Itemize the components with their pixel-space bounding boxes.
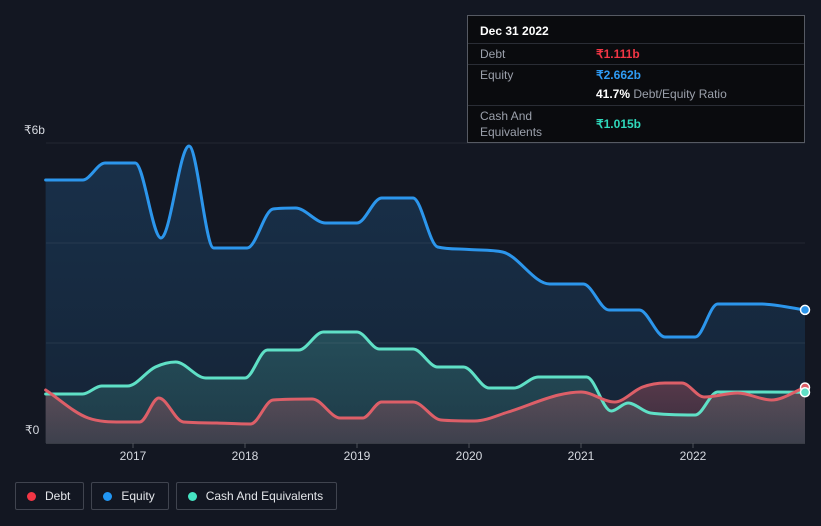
tooltip-cash-label: Cash And Equivalents xyxy=(480,109,543,139)
equity-endpoint-marker[interactable] xyxy=(799,304,811,316)
legend-item-debt[interactable]: Debt xyxy=(15,482,85,510)
y-axis-label-bottom: ₹0 xyxy=(25,423,40,437)
x-axis-label-2017: 2017 xyxy=(119,449,147,463)
tooltip-equity-label: Equity xyxy=(480,68,514,82)
tooltip-date: Dec 31 2022 xyxy=(468,16,804,44)
legend-item-equity[interactable]: Equity xyxy=(91,482,169,510)
cash-dot-icon xyxy=(187,491,197,501)
tooltip-debt-label: Debt xyxy=(480,47,506,61)
tooltip-ratio-value: 41.7% xyxy=(596,87,631,101)
equity-dot-icon xyxy=(103,491,113,501)
tooltip-row-ratio: 41.7% Debt/Equity Ratio xyxy=(468,85,804,106)
x-axis-label-2018: 2018 xyxy=(231,449,259,463)
debt-line xyxy=(44,381,807,426)
tooltip-cash-value: ₹1.015b xyxy=(596,117,641,131)
equity-line xyxy=(44,144,807,339)
chart-tooltip: Dec 31 2022 Debt ₹1.111b Equity ₹2.662b … xyxy=(467,15,805,143)
x-axis-label-2021: 2021 xyxy=(567,449,595,463)
chart-legend: Debt Equity Cash And Equivalents xyxy=(15,482,338,510)
tooltip-ratio-label: Debt/Equity Ratio xyxy=(633,87,727,101)
legend-cash-label: Cash And Equivalents xyxy=(205,489,324,503)
tooltip-row-debt: Debt ₹1.111b xyxy=(468,44,804,65)
equity-area xyxy=(45,146,805,443)
debt-area xyxy=(45,383,805,443)
x-axis-label-2022: 2022 xyxy=(679,449,707,463)
x-axis-label-2019: 2019 xyxy=(343,449,371,463)
cash-and-equivalents-endpoint-marker[interactable] xyxy=(799,387,811,398)
tooltip-row-cash: Cash And Equivalents ₹1.015b xyxy=(468,106,804,142)
x-axis-label-2020: 2020 xyxy=(455,449,483,463)
debt-dot-icon xyxy=(27,491,36,501)
cash-and-equivalents-line xyxy=(44,330,807,417)
tooltip-row-equity: Equity ₹2.662b xyxy=(468,65,804,85)
y-axis-label-top: ₹6b xyxy=(24,123,45,137)
tooltip-equity-value: ₹2.662b xyxy=(596,68,641,82)
legend-item-cash[interactable]: Cash And Equivalents xyxy=(175,482,338,510)
legend-equity-label: Equity xyxy=(121,489,155,503)
tooltip-debt-value: ₹1.111b xyxy=(596,47,640,61)
legend-debt-label: Debt xyxy=(45,489,71,503)
